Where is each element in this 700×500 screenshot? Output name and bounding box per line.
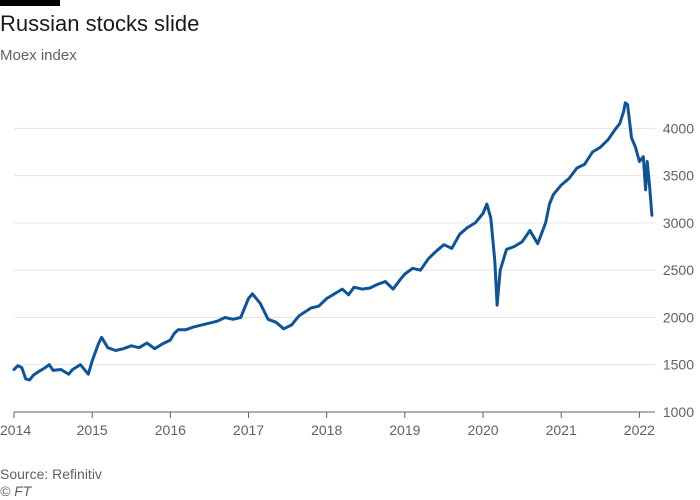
chart-title: Russian stocks slide — [0, 11, 200, 36]
x-tick-label-2021: 2021 — [546, 422, 577, 438]
chart-subtitle: Moex index — [0, 47, 77, 64]
x-tick-label-2022: 2022 — [624, 422, 655, 438]
source-text: Source: Refinitiv — [0, 466, 102, 482]
x-tick-label-2020: 2020 — [467, 422, 498, 438]
y-tick-label-3500: 3500 — [663, 168, 694, 184]
x-tick-label-2019: 2019 — [389, 422, 420, 438]
y-tick-label-1500: 1500 — [663, 357, 694, 373]
x-tick-label-2015: 2015 — [77, 422, 108, 438]
y-tick-label-2500: 2500 — [663, 262, 694, 278]
y-tick-label-2000: 2000 — [663, 309, 694, 325]
y-tick-label-1000: 1000 — [663, 404, 694, 420]
y-tick-label-4000: 4000 — [663, 120, 694, 136]
copyright-text: © FT — [0, 483, 32, 499]
x-tick-label-2014: 2014 — [0, 422, 31, 438]
x-tick-label-2016: 2016 — [155, 422, 186, 438]
brand-bar — [0, 0, 60, 6]
x-tick-label-2017: 2017 — [233, 422, 264, 438]
x-tick-label-2018: 2018 — [311, 422, 342, 438]
series-line-0 — [12, 101, 654, 382]
y-tick-label-3000: 3000 — [663, 215, 694, 231]
